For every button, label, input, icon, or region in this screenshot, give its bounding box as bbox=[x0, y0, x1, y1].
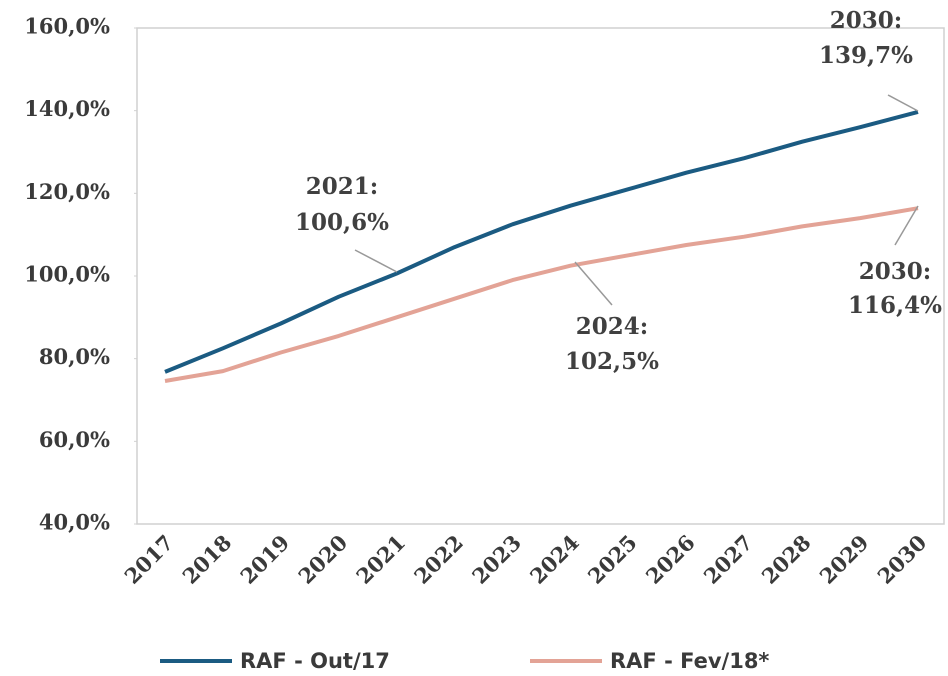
annotation: 2024: bbox=[576, 313, 649, 340]
y-tick-label: 120,0% bbox=[24, 179, 110, 204]
x-tick-label: 2029 bbox=[814, 530, 873, 589]
y-tick-label: 80,0% bbox=[39, 344, 110, 369]
x-tick-label: 2025 bbox=[583, 530, 642, 589]
annotation: 102,5% bbox=[565, 348, 659, 375]
x-tick-label: 2027 bbox=[699, 530, 758, 589]
annotation: 2021: bbox=[306, 173, 379, 200]
x-tick-label: 2020 bbox=[293, 530, 352, 589]
legend-label: RAF - Fev/18* bbox=[610, 649, 769, 673]
series-line bbox=[164, 206, 919, 383]
annotation-leader bbox=[354, 249, 398, 273]
annotation: 2030: bbox=[859, 258, 932, 285]
x-tick-label: 2017 bbox=[119, 530, 178, 589]
annotation-leader bbox=[894, 205, 919, 246]
y-tick-label: 100,0% bbox=[24, 262, 110, 287]
x-tick-label: 2030 bbox=[872, 530, 931, 589]
series-line bbox=[164, 109, 919, 374]
annotation: 139,7% bbox=[819, 42, 913, 69]
x-tick-label: 2019 bbox=[235, 530, 294, 589]
y-tick-label: 40,0% bbox=[39, 510, 110, 535]
y-tick-label: 140,0% bbox=[24, 96, 110, 121]
annotation-leader bbox=[574, 261, 613, 306]
annotation: 100,6% bbox=[295, 209, 389, 236]
x-tick-label: 2024 bbox=[525, 530, 584, 589]
x-tick-label: 2022 bbox=[409, 530, 468, 589]
legend-label: RAF - Out/17 bbox=[240, 649, 390, 673]
x-tick-label: 2018 bbox=[177, 530, 236, 589]
x-tick-label: 2021 bbox=[351, 530, 410, 589]
x-tick-label: 2028 bbox=[757, 530, 816, 589]
y-tick-label: 160,0% bbox=[24, 14, 110, 39]
x-tick-label: 2026 bbox=[641, 530, 700, 589]
annotation: 2030: bbox=[830, 7, 903, 34]
annotation-leader bbox=[887, 94, 919, 112]
y-tick-label: 60,0% bbox=[39, 427, 110, 452]
annotation: 116,4% bbox=[848, 292, 942, 319]
plot-frame bbox=[136, 27, 945, 525]
x-tick-label: 2023 bbox=[467, 530, 526, 589]
